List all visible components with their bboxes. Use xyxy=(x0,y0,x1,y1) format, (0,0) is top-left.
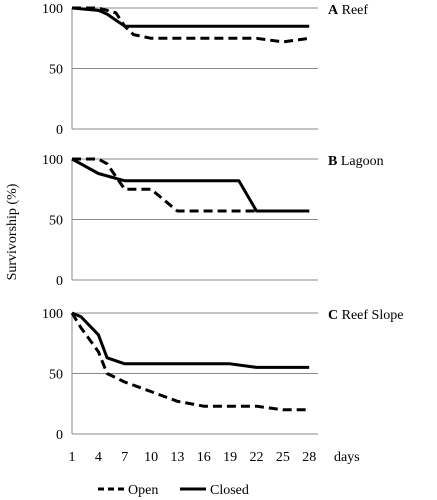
x-tick-label: 4 xyxy=(95,450,102,465)
panel-name: Reef xyxy=(338,3,368,18)
panel-name: Reef Slope xyxy=(338,308,403,323)
x-tick-label: 10 xyxy=(144,450,158,465)
y-tick-label: 0 xyxy=(56,123,63,138)
x-tick-label: 7 xyxy=(121,450,128,465)
legend-label-closed: Closed xyxy=(210,483,249,498)
series-line-open xyxy=(72,157,310,213)
x-tick-label: 13 xyxy=(170,450,184,465)
x-tick-label: 16 xyxy=(197,450,211,465)
legend-label-open: Open xyxy=(128,483,158,498)
x-unit-label: days xyxy=(334,450,360,465)
series-line-closed xyxy=(71,157,310,213)
panel-title: C Reef Slope xyxy=(328,308,403,323)
panel-name: Lagoon xyxy=(337,154,383,169)
panel-b: 100 50 0 B Lagoon xyxy=(42,153,384,289)
y-tick-label: 50 xyxy=(49,368,63,383)
x-tick-label: 25 xyxy=(276,450,290,465)
x-tick-label: 22 xyxy=(250,450,264,465)
series-line-open xyxy=(72,6,310,44)
series-line-closed xyxy=(71,311,310,369)
series-line-closed xyxy=(71,6,310,28)
y-tick-label: 50 xyxy=(49,63,63,78)
y-tick-label: 0 xyxy=(56,428,63,443)
x-tick-label: 28 xyxy=(302,450,316,465)
y-axis-title: Survivorship (%) xyxy=(5,183,20,280)
legend: Open Closed xyxy=(98,483,249,498)
y-tick-label: 100 xyxy=(42,2,63,17)
panel-title: B Lagoon xyxy=(328,154,384,169)
panel-c: 100 50 0 C Reef Slope xyxy=(42,307,403,443)
panel-letter: C xyxy=(328,308,338,323)
panel-a: 100 50 0 A Reef xyxy=(42,2,368,138)
x-tick-label: 19 xyxy=(223,450,237,465)
y-tick-label: 100 xyxy=(42,307,63,322)
panel-title: A Reef xyxy=(328,3,368,18)
panel-letter: A xyxy=(328,3,339,18)
panel-letter: B xyxy=(328,154,337,169)
panels: 100 50 0 A Reef 100 50 0 B Lagoon 100 50 0 C Reef S… xyxy=(42,2,403,443)
x-tick-labels: 1 4 7 10 13 16 19 22 25 28 xyxy=(69,450,317,465)
y-tick-label: 0 xyxy=(56,274,63,289)
y-tick-label: 100 xyxy=(42,153,63,168)
x-tick-label: 1 xyxy=(69,450,76,465)
y-tick-label: 50 xyxy=(49,214,63,229)
series-line-open xyxy=(70,312,310,412)
